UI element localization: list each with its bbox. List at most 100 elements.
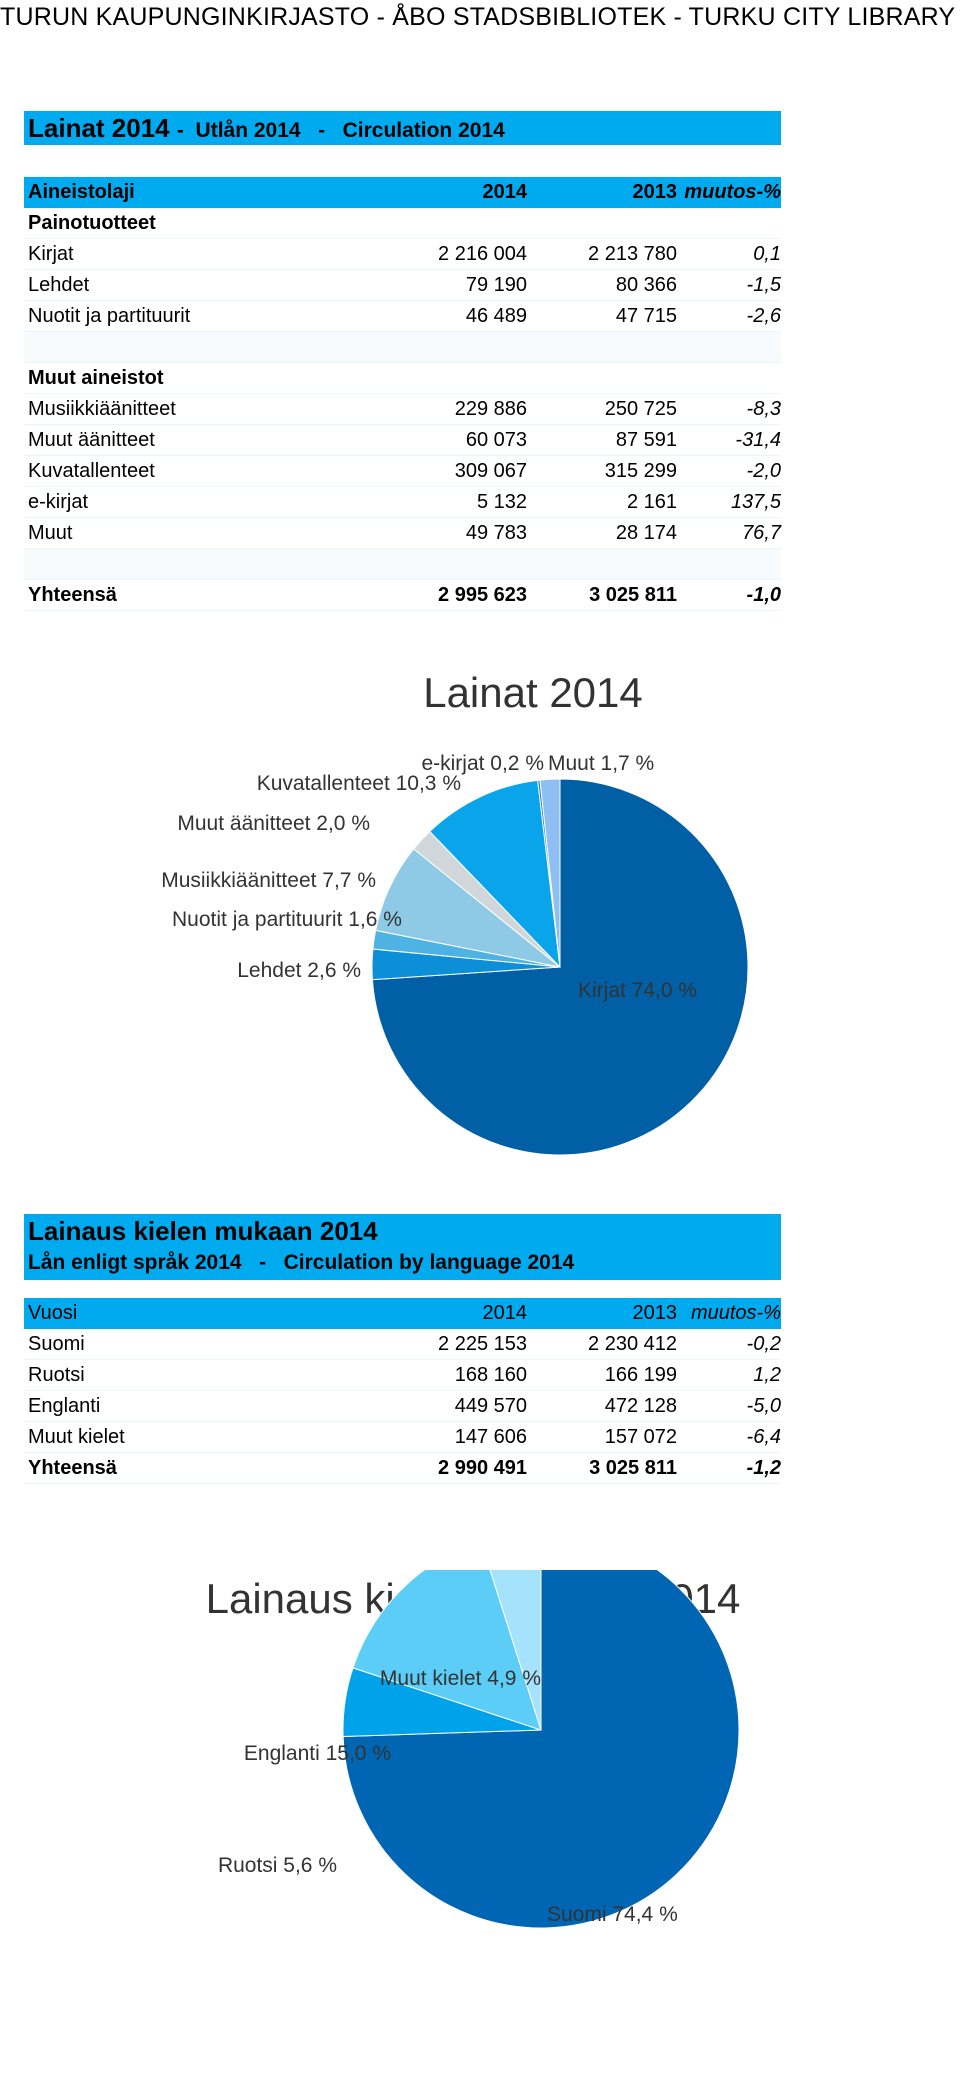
row-change: 76,7 (742, 521, 781, 544)
row-value-2014: 49 783 (465, 521, 527, 544)
table-row: Kuvatallenteet 309 067 315 299 -2,0 (24, 456, 781, 487)
row-change: 137,5 (730, 490, 781, 513)
row-label: e-kirjat (28, 490, 89, 513)
table-row: Ruotsi 168 160 166 199 1,2 (24, 1360, 781, 1391)
row-value-2013: 157 072 (604, 1425, 677, 1448)
pie-label: e-kirjat 0,2 % (421, 752, 544, 775)
row-change: -8,3 (746, 397, 781, 420)
pie-label: Kuvatallenteet 10,3 % (257, 772, 461, 795)
title-line1: Lainaus kielen mukaan 2014 (28, 1216, 378, 1246)
row-value-2014: 229 886 (454, 397, 527, 420)
title-line2: Lån enligt språk 2014 - Circulation by l… (28, 1251, 575, 1274)
total-change: -1,0 (746, 583, 781, 606)
table-row: Nuotit ja partituurit 46 489 47 715 -2,6 (24, 301, 781, 332)
row-change: -5,0 (746, 1394, 781, 1417)
row-value-2014: 60 073 (465, 428, 527, 451)
row-value-2014: 79 190 (465, 273, 527, 296)
row-change: -31,4 (735, 428, 781, 451)
row-value-2013: 472 128 (604, 1394, 677, 1417)
pie-chart-material: Lainat 2014 Kirjat 74,0 % Lehdet 2,6 % Nuot… (0, 655, 960, 1175)
table-header-row: Aineistolaji 2014 2013 muutos-% (24, 177, 781, 208)
pie-label: Lehdet 2,6 % (237, 959, 361, 982)
row-change: -2,6 (746, 304, 781, 327)
pie-label: Muut kielet 4,9 % (380, 1667, 541, 1690)
row-label: Lehdet (28, 273, 90, 296)
spacer-row (24, 549, 781, 580)
row-label: Muut (28, 521, 73, 544)
pie-label: Muut äänitteet 2,0 % (177, 812, 370, 835)
col-header-change: muutos-% (690, 1302, 781, 1324)
pie-slice-kuvatallenteet (428, 779, 561, 969)
row-change: 1,2 (753, 1363, 781, 1386)
pie-label: Musiikkiäänitteet 7,7 % (161, 869, 376, 892)
table-row: Englanti 449 570 472 128 -5,0 (24, 1391, 781, 1422)
row-value-2014: 168 160 (454, 1363, 527, 1386)
row-change: -2,0 (746, 459, 781, 482)
table-row: Lehdet 79 190 80 366 -1,5 (24, 270, 781, 301)
table-row: Muut äänitteet 60 073 87 591 -31,4 (24, 425, 781, 456)
row-label: Muut äänitteet (28, 428, 155, 451)
table-row: Musiikkiäänitteet 229 886 250 725 -8,3 (24, 394, 781, 425)
row-value-2013: 28 174 (615, 521, 677, 544)
title-rest: - Utlån 2014 - Circulation 2014 (176, 119, 505, 142)
page-header: TURUN KAUPUNGINKIRJASTO - ÅBO STADSBIBLI… (0, 3, 956, 31)
row-value-2013: 87 591 (615, 428, 677, 451)
row-value-2014: 147 606 (454, 1425, 527, 1448)
row-change: 0,1 (753, 242, 781, 265)
row-value-2014: 46 489 (465, 304, 527, 327)
total-row: Yhteensä 2 990 491 3 025 811 -1,2 (24, 1453, 781, 1484)
total-row: Yhteensä 2 995 623 3 025 811 -1,0 (24, 580, 781, 611)
pie-chart-material-svg: Lainat 2014 Kirjat 74,0 % Lehdet 2,6 % Nuot… (161, 669, 749, 1156)
pie-slice-suomi (342, 1570, 740, 1929)
title-main: Lainat 2014 (28, 113, 170, 143)
col-header-2013: 2013 (632, 181, 678, 203)
row-value-2014: 309 067 (454, 459, 527, 482)
section-label: Painotuotteet (28, 211, 156, 234)
table-row: e-kirjat 5 132 2 161 137,5 (24, 487, 781, 518)
row-label: Muut kielet (28, 1425, 125, 1448)
total-change: -1,2 (746, 1456, 781, 1479)
section-label: Muut aineistot (28, 366, 164, 389)
total-2014: 2 990 491 (438, 1456, 527, 1479)
pie-label: Englanti 15,0 % (244, 1742, 391, 1765)
table-header-row: Vuosi 2014 2013 muutos-% (24, 1298, 781, 1329)
row-label: Musiikkiäänitteet (28, 397, 176, 420)
circulation-table: Lainat 2014 - Utlån 2014 - Circulation 2… (24, 111, 781, 611)
pie-slice-muut-kielet (489, 1570, 542, 1731)
row-change: -1,5 (746, 273, 781, 296)
pie-label: Muut 1,7 % (548, 752, 654, 775)
section-row: Painotuotteet (24, 208, 781, 239)
col-header-2014: 2014 (482, 1302, 528, 1324)
row-value-2013: 80 366 (615, 273, 677, 296)
row-label: Englanti (28, 1394, 101, 1417)
row-value-2013: 47 715 (615, 304, 677, 327)
row-change: -6,4 (746, 1425, 781, 1448)
pie-slice-englanti (352, 1570, 542, 1731)
col-header-2013: 2013 (632, 1302, 678, 1324)
spacer-row (24, 332, 781, 363)
pie-label: Ruotsi 5,6 % (218, 1854, 337, 1877)
table-row: Suomi 2 225 153 2 230 412 -0,2 (24, 1329, 781, 1360)
row-change: -0,2 (746, 1332, 781, 1355)
total-2014: 2 995 623 (438, 583, 527, 606)
row-label: Ruotsi (28, 1363, 85, 1386)
pie-slice-muut (539, 778, 561, 968)
row-label: Suomi (28, 1332, 85, 1355)
total-label: Yhteensä (28, 583, 117, 606)
section-row: Muut aineistot (24, 363, 781, 394)
pie-label: Nuotit ja partituurit 1,6 % (172, 908, 402, 931)
row-label: Kirjat (28, 242, 74, 265)
col-header-type: Aineistolaji (28, 181, 135, 203)
chart-title: Lainat 2014 (423, 669, 643, 716)
pie-label: Kirjat 74,0 % (578, 979, 697, 1002)
row-value-2013: 2 213 780 (588, 242, 677, 265)
row-value-2013: 315 299 (604, 459, 677, 482)
row-value-2014: 5 132 (476, 490, 527, 513)
language-table: Lainaus kielen mukaan 2014 Lån enligt sp… (24, 1214, 781, 1484)
row-value-2014: 2 216 004 (438, 242, 527, 265)
col-header-change: muutos-% (684, 181, 781, 203)
row-value-2013: 2 230 412 (588, 1332, 677, 1355)
total-2013: 3 025 811 (589, 583, 677, 606)
